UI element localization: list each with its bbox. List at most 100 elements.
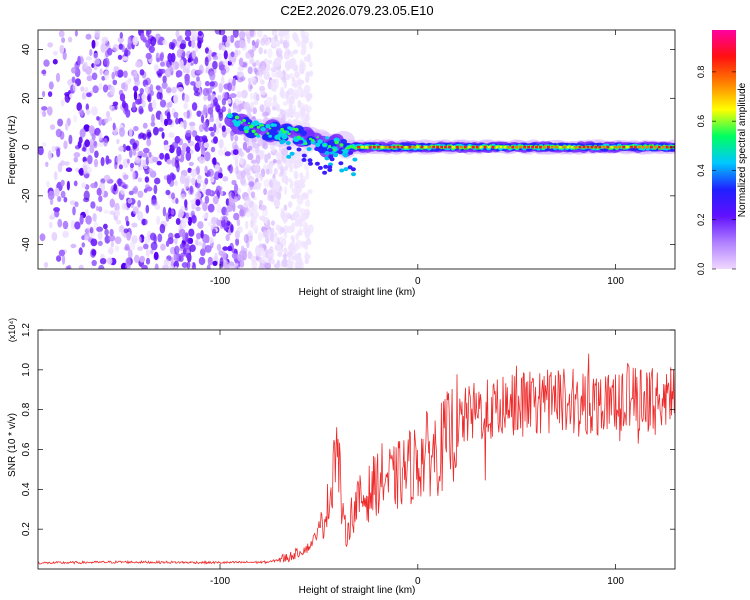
spectrogram-cell	[245, 200, 250, 206]
spectrogram-core-cell	[463, 145, 467, 149]
spectrogram-cell	[267, 228, 271, 239]
spectrogram-cell	[226, 35, 231, 43]
spectrogram-trace-cell	[243, 126, 250, 132]
spectrogram-cell	[258, 199, 263, 206]
spectrogram-cell	[123, 228, 129, 234]
spectrogram-cell	[305, 199, 311, 208]
spectrogram-cell	[234, 50, 239, 58]
spectrogram-cell	[290, 194, 297, 200]
spectrogram-cell	[117, 36, 125, 44]
spectrogram-trace-cell	[242, 119, 247, 122]
spectrogram-cell	[139, 255, 145, 263]
spectrogram-trace-cell	[311, 139, 315, 142]
y-tick-label: -40	[21, 237, 32, 252]
spectrogram-cell	[77, 55, 81, 66]
spectrogram-cell	[294, 118, 299, 124]
spectrogram-cell	[196, 76, 200, 82]
spectrogram-core-cell	[535, 145, 538, 149]
spectrogram-cell	[245, 163, 251, 170]
spectrogram-cell	[273, 94, 277, 103]
spectrogram-trace-cell	[327, 168, 333, 172]
spectrogram-cell	[279, 36, 284, 44]
spectrogram-cell	[302, 221, 308, 229]
spectrogram-core-cell	[432, 145, 436, 149]
spectrogram-cell	[220, 67, 227, 75]
spectrogram-cell	[257, 232, 263, 242]
spectrogram-cell	[309, 41, 313, 49]
spectrogram-cell	[207, 49, 213, 57]
spectrogram-cell	[200, 114, 205, 124]
spectrogram-cell	[189, 244, 196, 252]
spectrogram-frame	[37, 29, 676, 270]
spectrogram-cell	[200, 230, 204, 239]
spectrogram-cell	[207, 107, 214, 115]
spectrogram-cell	[207, 168, 214, 177]
spectrogram-cell	[126, 231, 131, 241]
spectrogram-cell	[299, 79, 305, 85]
snr-multiplier: (x10⁴)	[7, 318, 17, 342]
spectrogram-cell	[212, 157, 217, 166]
spectrogram-cell	[43, 261, 49, 268]
spectrogram-cell	[163, 140, 169, 146]
spectrogram-cell	[299, 261, 305, 266]
spectrogram-cell	[276, 159, 282, 164]
spectrogram-cell	[139, 88, 144, 94]
spectrogram-cell	[232, 149, 239, 156]
spectrogram-cell	[305, 113, 310, 122]
spectrogram-core-cell	[408, 145, 412, 149]
spectrogram-cell	[240, 76, 246, 81]
spectrogram-cell	[247, 153, 254, 161]
spectrogram-cell	[268, 163, 273, 170]
spectrogram-cell	[205, 88, 213, 94]
spectrogram-cell	[304, 56, 308, 62]
spectrogram-core-cell	[361, 145, 364, 149]
spectrogram-cell	[63, 196, 68, 203]
spectrogram-cell	[205, 188, 212, 196]
spectrogram-cell	[184, 180, 189, 190]
spectrogram-cell	[245, 220, 249, 230]
spectrogram-cell	[129, 241, 136, 251]
spectrogram-cell	[243, 31, 251, 36]
spectrogram-cell	[97, 142, 104, 147]
spectrogram-cell	[207, 203, 215, 213]
spectrogram-cell	[207, 93, 212, 102]
spectrogram-cell	[41, 142, 47, 147]
spectrogram-trace-cell	[352, 157, 358, 162]
spectrogram-cell	[135, 98, 142, 105]
spectrogram-cell	[264, 262, 272, 269]
spectrogram-cell	[138, 150, 144, 156]
spectrogram-cell	[293, 181, 300, 190]
spectrogram-core-cell	[531, 145, 534, 149]
spectrogram-core-cell	[487, 145, 491, 149]
spectrogram-cell	[145, 39, 151, 48]
y-tick-label: 0	[21, 144, 32, 150]
spectrogram-cell	[198, 136, 204, 143]
spectrogram-core-cell	[384, 145, 388, 149]
spectrogram-cell	[308, 70, 314, 77]
spectrogram-cell	[283, 204, 288, 211]
spectrogram-trace-cell	[279, 140, 285, 145]
spectrogram-cell	[67, 264, 72, 269]
spectrogram-core-cell	[519, 145, 523, 149]
spectrogram-cell	[305, 169, 310, 180]
spectrogram-cell	[143, 243, 149, 250]
spectrogram-cell	[234, 230, 240, 240]
spectrogram-cell	[197, 221, 204, 229]
colorbar-label: Normalized spectral amplitude	[737, 82, 748, 217]
spectrogram-cell	[304, 242, 309, 251]
spectrogram-cell	[128, 148, 133, 158]
spectrogram-trace-cell	[324, 151, 330, 155]
spectrogram-cell	[91, 132, 96, 141]
spectrogram-cell	[259, 85, 266, 92]
spectrogram-cell	[57, 218, 63, 228]
spectrogram-cell	[119, 225, 124, 230]
spectrogram-cell	[149, 90, 155, 96]
spectrogram-trace-cell	[350, 167, 356, 172]
spectrogram-cell	[168, 232, 174, 240]
spectrogram-cell	[157, 233, 163, 243]
spectrogram-cell	[196, 110, 202, 117]
spectrogram-cell	[188, 228, 195, 237]
spectrogram-cell	[275, 39, 281, 47]
spectrogram-cell	[239, 40, 246, 48]
spectrogram-cell	[228, 164, 233, 174]
